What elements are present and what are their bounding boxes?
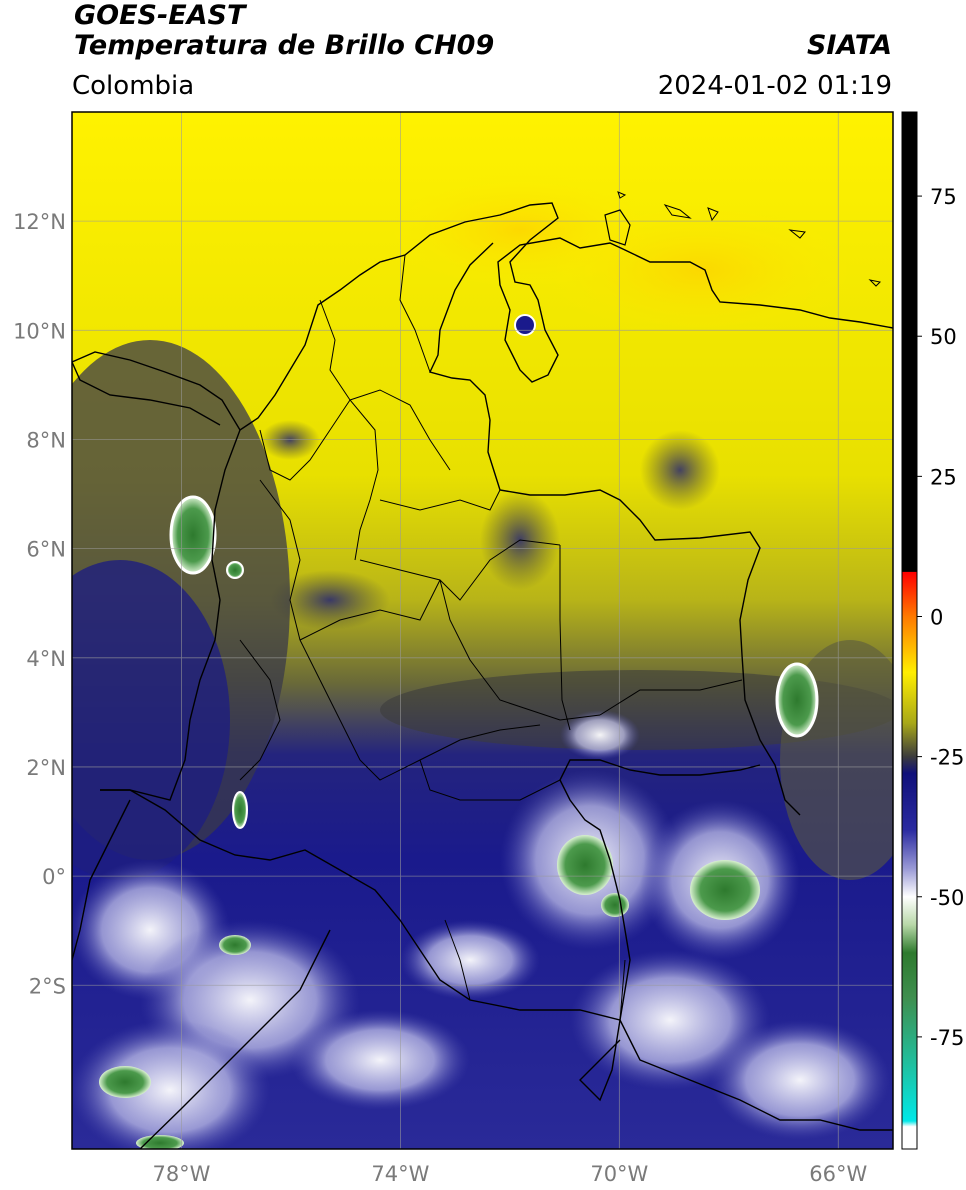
colorbar-ticks: 75 50 25 0 -25 -50 -75 bbox=[917, 185, 964, 1050]
latitude-tick-label: 10°N bbox=[13, 319, 66, 343]
colorbar: 75 50 25 0 -25 -50 -75 bbox=[901, 111, 964, 1150]
latitude-tick-label: 6°N bbox=[26, 538, 66, 562]
latitude-tick-label: 8°N bbox=[26, 428, 66, 452]
map-frame bbox=[71, 111, 894, 1150]
datetime-label: 2024-01-02 01:19 bbox=[657, 71, 892, 101]
colorbar-tick-label: 25 bbox=[930, 465, 957, 489]
graticule bbox=[72, 112, 893, 1149]
country-borders bbox=[72, 191, 893, 1149]
latitude-tick-label: 2°S bbox=[29, 974, 66, 998]
agency-name: SIATA bbox=[806, 30, 892, 61]
colorbar-tick-label: 75 bbox=[930, 185, 957, 209]
latitude-labels: 12°N 10°N 8°N 6°N 4°N 2°N 0° 2°S bbox=[13, 210, 66, 998]
latitude-tick-label: 12°N bbox=[13, 210, 66, 234]
colorbar-tick-label: 0 bbox=[930, 605, 943, 629]
longitude-labels: 78°W 74°W 70°W 66°W bbox=[152, 1162, 867, 1186]
satellite-name: GOES-EAST bbox=[74, 0, 246, 31]
colorbar-scale bbox=[901, 111, 918, 1150]
colorbar-tick-label: 50 bbox=[930, 325, 957, 349]
colorbar-tick-label: -50 bbox=[930, 886, 964, 910]
colorbar-tick-label: -75 bbox=[930, 1026, 964, 1050]
longitude-tick-label: 74°W bbox=[371, 1162, 429, 1186]
product-title: Temperatura de Brillo CH09 bbox=[74, 30, 495, 61]
longitude-tick-label: 66°W bbox=[809, 1162, 867, 1186]
colorbar-tick-label: -25 bbox=[930, 746, 964, 770]
latitude-tick-label: 0° bbox=[42, 865, 66, 889]
latitude-tick-label: 2°N bbox=[26, 756, 66, 780]
region-name: Colombia bbox=[72, 71, 195, 101]
brightness-temperature-field bbox=[72, 112, 893, 1149]
latitude-tick-label: 4°N bbox=[26, 647, 66, 671]
longitude-tick-label: 70°W bbox=[590, 1162, 648, 1186]
longitude-tick-label: 78°W bbox=[152, 1162, 210, 1186]
